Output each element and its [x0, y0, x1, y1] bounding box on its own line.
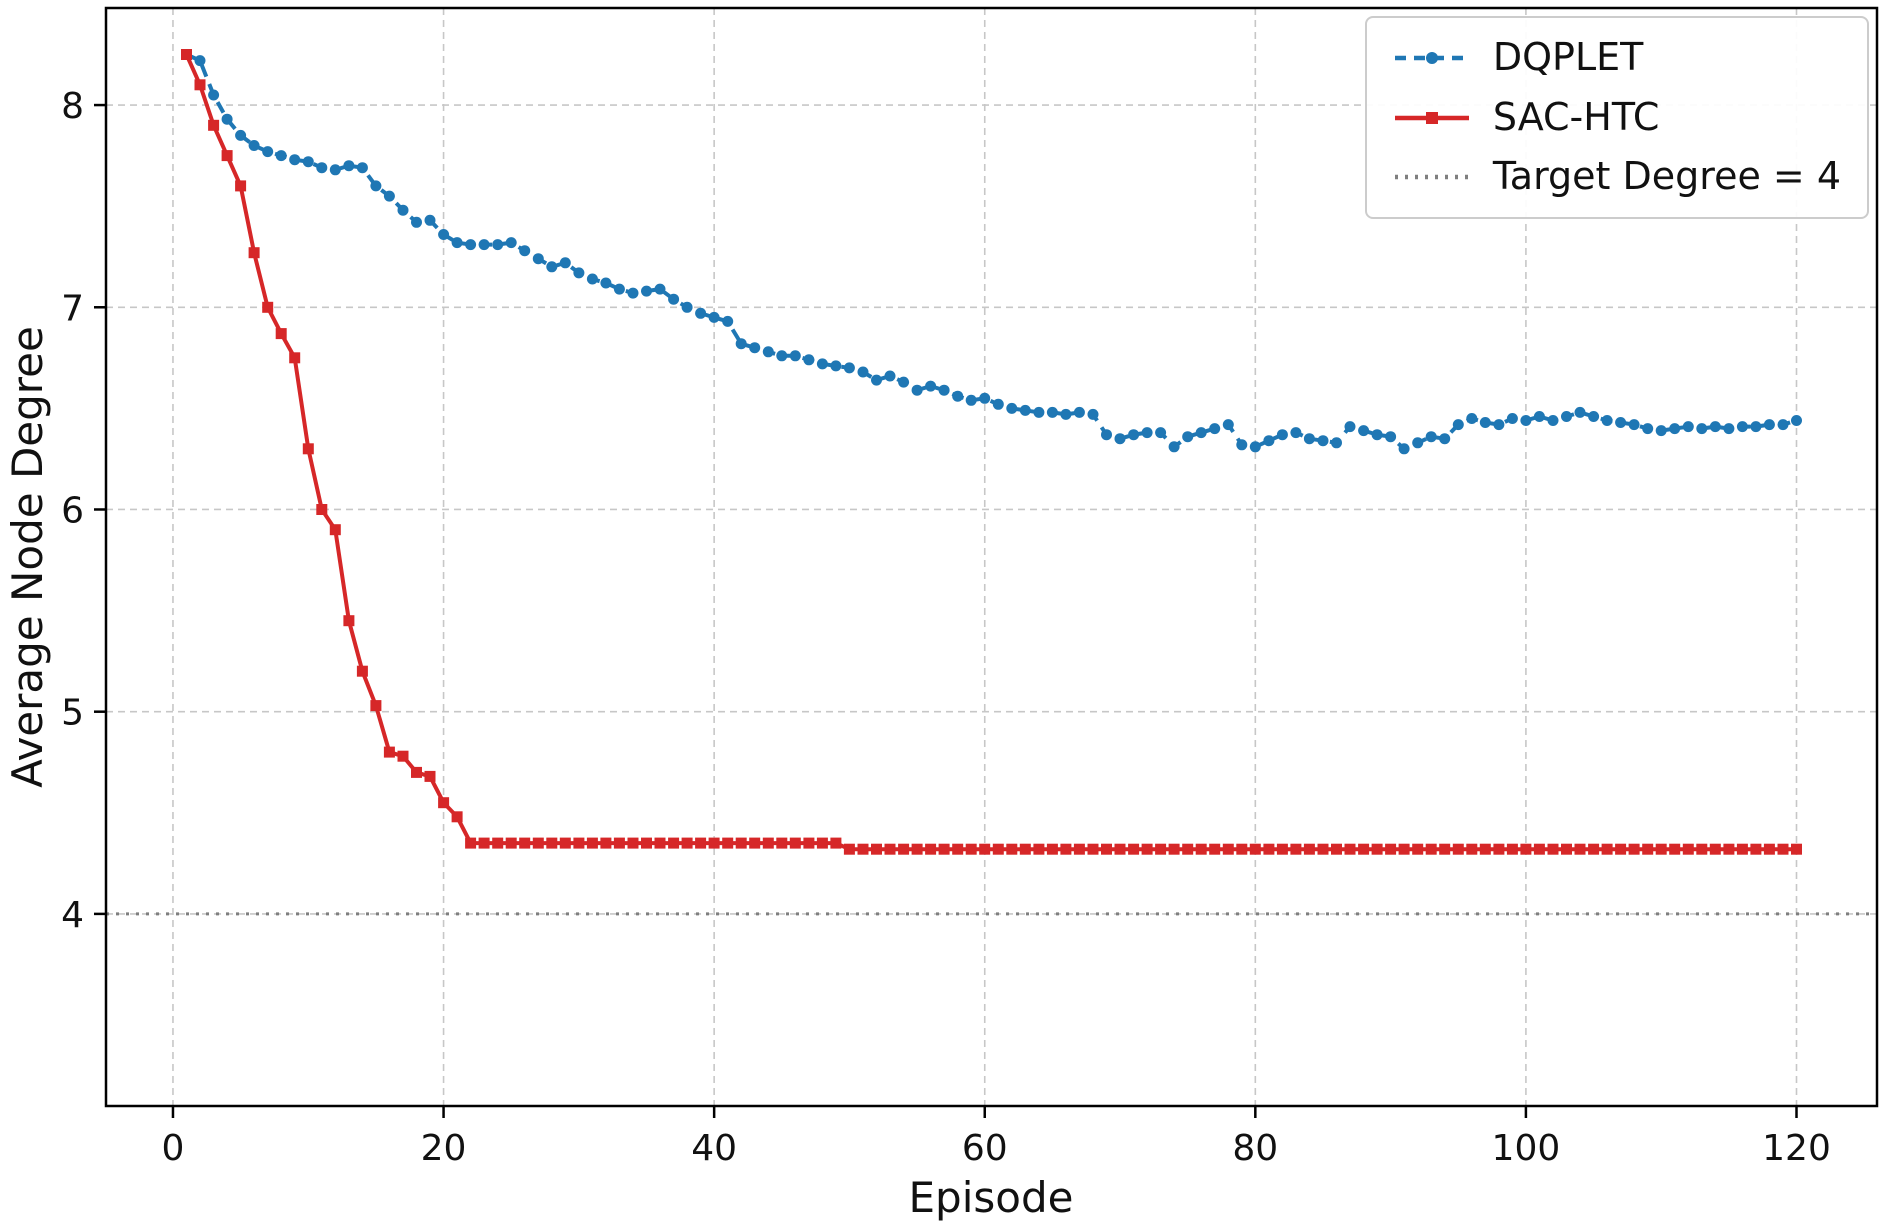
svg-text:0: 0 — [162, 1128, 185, 1169]
legend: DQPLET SAC-HTC Target Degree = 4 — [1364, 16, 1869, 220]
svg-text:100: 100 — [1492, 1128, 1561, 1169]
svg-text:8: 8 — [61, 86, 84, 127]
svg-text:20: 20 — [421, 1128, 467, 1169]
svg-text:40: 40 — [691, 1128, 737, 1169]
legend-label-target-degree: Target Degree = 4 — [1492, 154, 1841, 199]
svg-text:5: 5 — [61, 693, 84, 734]
svg-text:120: 120 — [1762, 1128, 1831, 1169]
legend-sample-sac-htc-line-icon — [1394, 111, 1469, 124]
legend-label-dqplet: DQPLET — [1492, 35, 1644, 79]
svg-text:60: 60 — [962, 1128, 1008, 1169]
svg-text:4: 4 — [61, 895, 84, 936]
legend-sample-dqplet-line-icon — [1394, 51, 1469, 64]
svg-text:7: 7 — [61, 288, 84, 329]
legend-item-dqplet: DQPLET — [1393, 35, 1841, 80]
legend-sample-target-line-icon — [1394, 174, 1469, 180]
svg-text:6: 6 — [61, 490, 84, 531]
y-axis-label: Average Node Degree — [3, 326, 52, 788]
legend-item-target-degree: Target Degree = 4 — [1393, 155, 1841, 199]
x-axis-label: Episode — [909, 1173, 1074, 1222]
legend-label-sac-htc: SAC-HTC — [1492, 94, 1660, 139]
legend-item-sac-htc: SAC-HTC — [1393, 94, 1841, 140]
svg-text:80: 80 — [1232, 1128, 1278, 1169]
